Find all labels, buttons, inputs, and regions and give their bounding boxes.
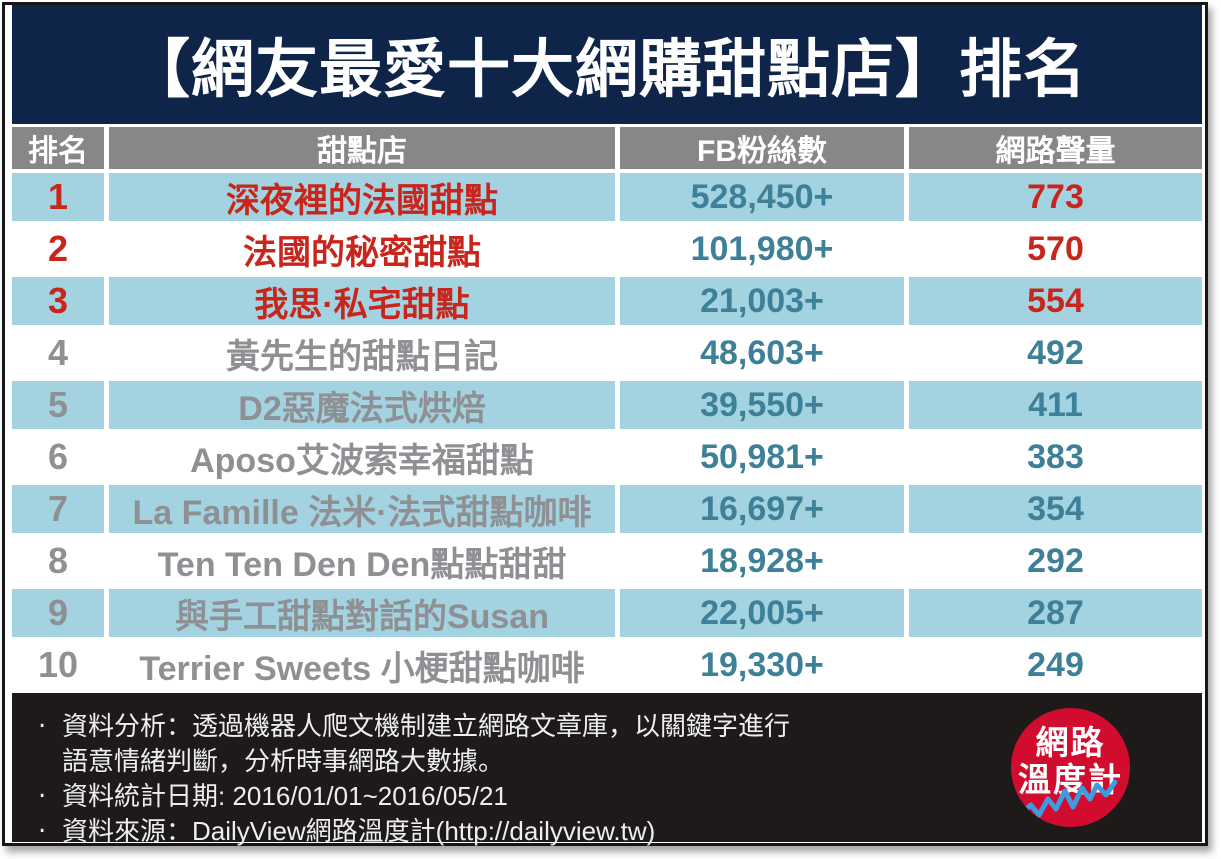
rank-cell: 10 xyxy=(12,641,104,689)
footer-line: 語意情緒判斷，分析時事網路大數據。 xyxy=(38,744,1202,779)
header-shop: 甜點店 xyxy=(109,127,615,169)
header-fans: FB粉絲數 xyxy=(620,127,904,169)
footer-text: 資料來源：DailyView網路溫度計(http://dailyview.tw) xyxy=(62,816,656,846)
volume-cell: 411 xyxy=(909,381,1202,429)
footer: ‧ 資料分析：透過機器人爬文機制建立網路文章庫，以關鍵字進行 語意情緒判斷，分析… xyxy=(12,693,1202,846)
rank-cell: 2 xyxy=(12,225,104,273)
rank-cell: 8 xyxy=(12,537,104,585)
shop-cell: 法國的秘密甜點 xyxy=(109,225,615,273)
trend-line-icon xyxy=(1018,779,1118,818)
fans-cell: 39,550+ xyxy=(620,381,904,429)
shop-cell: 與手工甜點對話的Susan xyxy=(109,589,615,637)
ranking-table: 排名 甜點店 FB粉絲數 網路聲量 1 深夜裡的法國甜點 528,450+ 773 2 法… xyxy=(12,127,1202,689)
footer-line: ‧ 資料統計日期: 2016/01/01~2016/05/21 xyxy=(38,779,1202,814)
volume-cell: 249 xyxy=(909,641,1202,689)
fans-cell: 21,003+ xyxy=(620,277,904,325)
rank-cell: 1 xyxy=(12,173,104,221)
volume-cell: 554 xyxy=(909,277,1202,325)
rank-cell: 6 xyxy=(12,433,104,481)
bullet-spacer xyxy=(38,744,62,779)
infographic-frame: 【網友最愛十大網購甜點店】排名 排名 甜點店 FB粉絲數 網路聲量 1 深夜裡的法… xyxy=(2,2,1208,846)
shop-cell: 黃先生的甜點日記 xyxy=(109,329,615,377)
shop-cell: D2惡魔法式烘焙 xyxy=(109,381,615,429)
fans-cell: 19,330+ xyxy=(620,641,904,689)
shop-cell: 深夜裡的法國甜點 xyxy=(109,173,615,221)
footer-line: ‧ 資料分析：透過機器人爬文機制建立網路文章庫，以關鍵字進行 xyxy=(38,709,1202,744)
logo-text-line1: 網路 xyxy=(1035,724,1106,761)
shop-cell: Aposo艾波索幸福甜點 xyxy=(109,433,615,481)
fans-cell: 101,980+ xyxy=(620,225,904,273)
rank-cell: 7 xyxy=(12,485,104,533)
footer-text: 語意情緒判斷，分析時事網路大數據。 xyxy=(62,746,505,776)
volume-cell: 354 xyxy=(909,485,1202,533)
shop-cell: La Famille 法米·法式甜點咖啡 xyxy=(109,485,615,533)
rank-cell: 4 xyxy=(12,329,104,377)
header-volume: 網路聲量 xyxy=(909,127,1202,169)
shop-cell: Ten Ten Den Den點點甜甜 xyxy=(109,537,615,585)
title-banner: 【網友最愛十大網購甜點店】排名 xyxy=(12,5,1202,124)
header-rank: 排名 xyxy=(12,127,104,169)
fans-cell: 48,603+ xyxy=(620,329,904,377)
shop-cell: 我思·私宅甜點 xyxy=(109,277,615,325)
bullet-icon: ‧ xyxy=(38,781,47,811)
volume-cell: 570 xyxy=(909,225,1202,273)
fans-cell: 528,450+ xyxy=(620,173,904,221)
dailyview-logo: 網路 溫度計 xyxy=(1011,708,1130,827)
fans-cell: 22,005+ xyxy=(620,589,904,637)
page-title: 【網友最愛十大網購甜點店】排名 xyxy=(127,35,1087,105)
rank-cell: 3 xyxy=(12,277,104,325)
fans-cell: 50,981+ xyxy=(620,433,904,481)
volume-cell: 492 xyxy=(909,329,1202,377)
footer-text: 資料統計日期: 2016/01/01~2016/05/21 xyxy=(62,781,508,811)
volume-cell: 773 xyxy=(909,173,1202,221)
volume-cell: 383 xyxy=(909,433,1202,481)
footer-line: ‧ 資料來源：DailyView網路溫度計(http://dailyview.t… xyxy=(38,814,1202,849)
bullet-icon: ‧ xyxy=(38,816,47,846)
fans-cell: 16,697+ xyxy=(620,485,904,533)
rank-cell: 5 xyxy=(12,381,104,429)
footer-text: 資料分析：透過機器人爬文機制建立網路文章庫，以關鍵字進行 xyxy=(62,711,791,741)
fans-cell: 18,928+ xyxy=(620,537,904,585)
shop-cell: Terrier Sweets 小梗甜點咖啡 xyxy=(109,641,615,689)
volume-cell: 287 xyxy=(909,589,1202,637)
rank-cell: 9 xyxy=(12,589,104,637)
volume-cell: 292 xyxy=(909,537,1202,585)
bullet-icon: ‧ xyxy=(38,711,47,741)
